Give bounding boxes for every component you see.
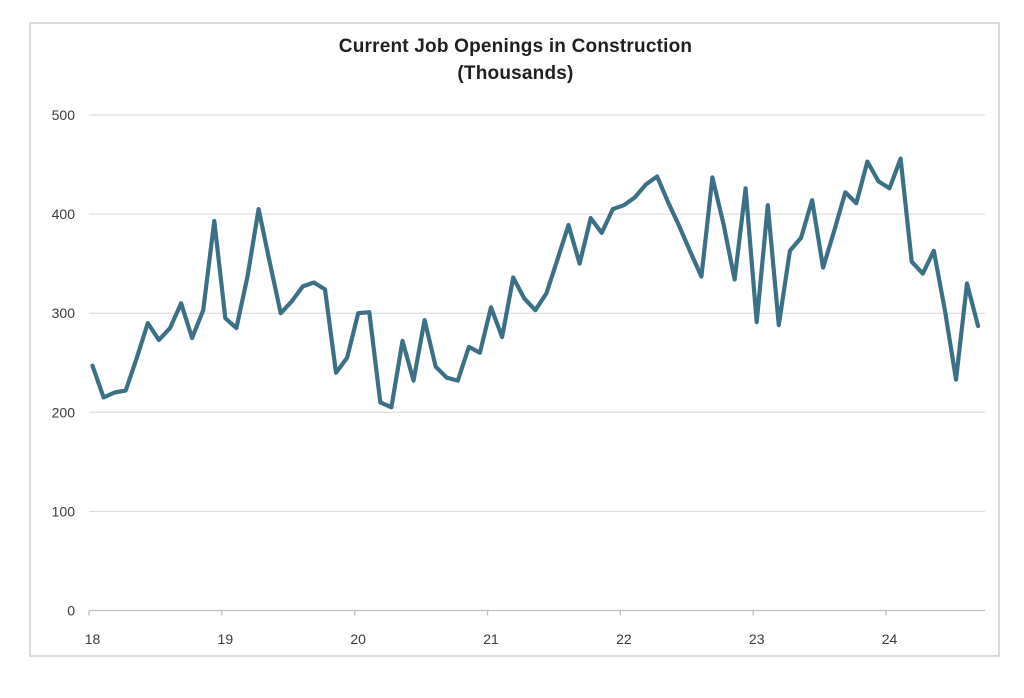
y-axis-label-500: 500 (52, 107, 76, 123)
chart-title: Current Job Openings in Construction (338, 36, 693, 57)
y-axis-label-0: 0 (67, 603, 75, 619)
chart-subtitle: (Thousands) (457, 63, 574, 84)
y-axis-label-400: 400 (52, 206, 76, 222)
x-axis-label-23: 23 (749, 631, 765, 647)
x-axis-label-18: 18 (85, 631, 101, 647)
data-line-job-openings (90, 156, 981, 410)
x-axis-label-19: 19 (218, 631, 234, 647)
y-axis-label-300: 300 (52, 305, 76, 321)
y-axis-label-200: 200 (52, 404, 76, 420)
x-axis-label-22: 22 (616, 631, 632, 647)
x-axis-label-20: 20 (350, 631, 366, 647)
x-axis-label-24: 24 (882, 631, 898, 647)
x-axis-label-21: 21 (483, 631, 499, 647)
y-axis-label-100: 100 (52, 503, 76, 519)
